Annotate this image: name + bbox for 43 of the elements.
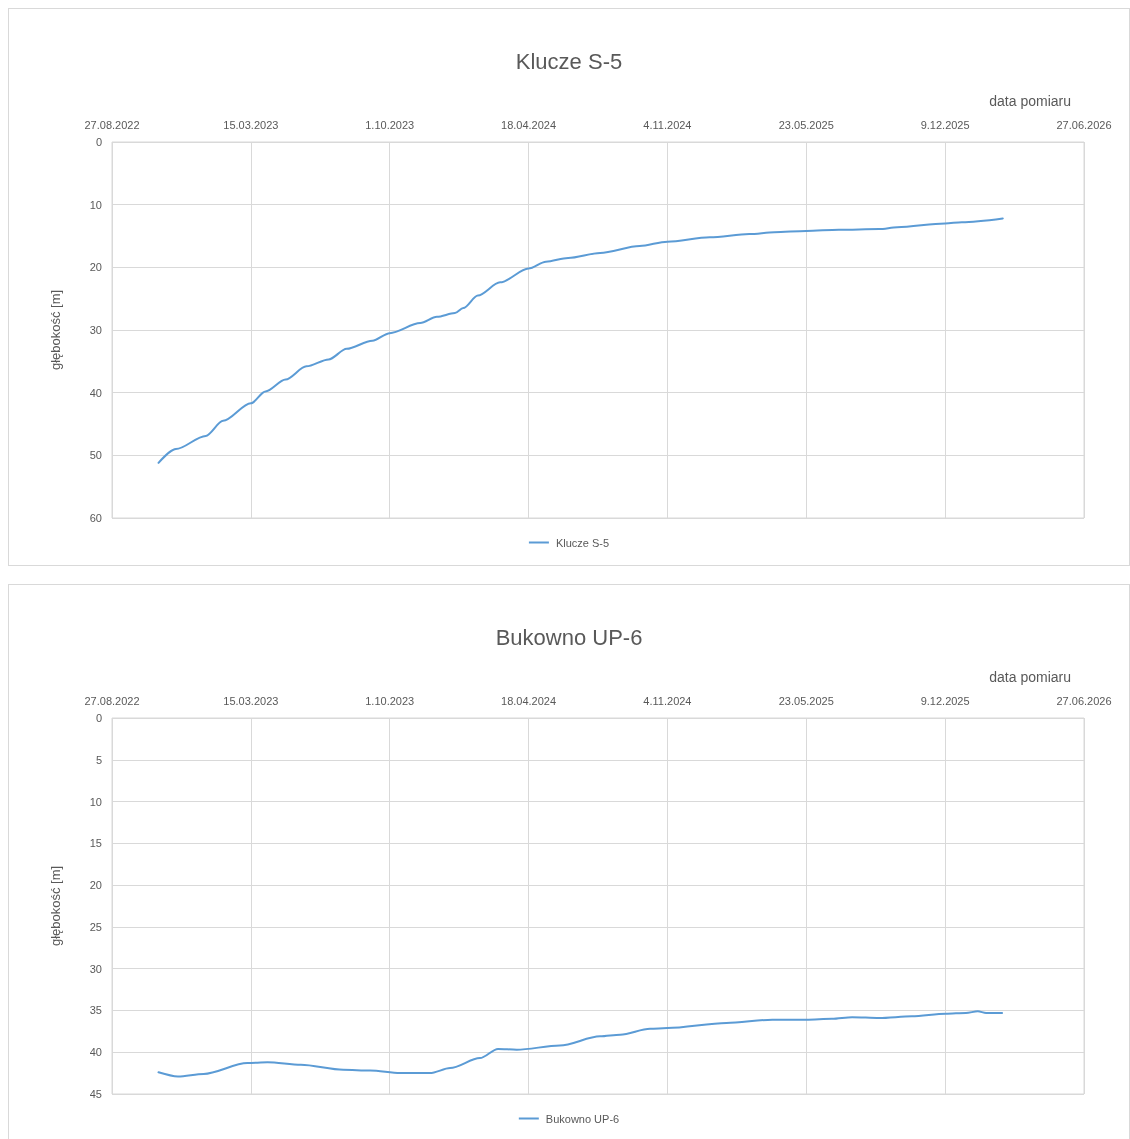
x-tick-label: 1.10.2023 (365, 118, 415, 131)
x-tick-label: 27.06.2026 (1056, 694, 1112, 707)
y-tick-label: 5 (95, 753, 102, 766)
y-tick-label: 60 (89, 512, 102, 524)
x-tick-label: 9.12.2025 (920, 118, 970, 131)
x-axis-title: data pomiaru (989, 93, 1071, 109)
x-axis-title: data pomiaru (989, 669, 1071, 685)
y-axis-title: głębokość [m] (48, 865, 63, 947)
y-tick-label: 50 (89, 449, 102, 462)
line-series (157, 217, 1004, 464)
y-tick-label: 10 (89, 795, 102, 808)
line-series (157, 1010, 1004, 1078)
x-tick-label: 27.06.2026 (1056, 118, 1112, 131)
y-tick-label: 20 (89, 261, 102, 274)
y-tick-label: 40 (89, 1046, 102, 1059)
y-tick-label: 35 (89, 1004, 102, 1017)
x-tick-label: 18.04.2024 (501, 118, 557, 131)
y-tick-label: 0 (95, 712, 102, 724)
y-tick-label: 15 (89, 837, 102, 850)
y-tick-label: 40 (89, 386, 102, 399)
y-tick-label: 0 (95, 136, 102, 148)
x-tick-label: 23.05.2025 (778, 694, 834, 707)
x-tick-label: 27.08.2022 (84, 694, 140, 707)
y-tick-label: 30 (89, 962, 102, 975)
y-tick-label: 30 (89, 324, 102, 336)
y-tick-label: 20 (89, 879, 102, 892)
y-tick-label: 10 (89, 198, 102, 211)
x-tick-label: 15.03.2023 (223, 118, 279, 131)
y-tick-label: 45 (89, 1088, 102, 1100)
chart-title: Klucze S-5 (515, 48, 623, 74)
legend-label: Bukowno UP-6 (545, 1112, 620, 1125)
legend-label: Klucze S-5 (555, 536, 610, 549)
x-tick-label: 23.05.2025 (778, 118, 834, 131)
chart-title: Bukowno UP-6 (495, 624, 643, 650)
y-axis-title: głębokość [m] (48, 289, 63, 371)
x-tick-label: 9.12.2025 (920, 694, 970, 707)
x-tick-label: 27.08.2022 (84, 118, 140, 131)
x-tick-label: 18.04.2024 (501, 694, 557, 707)
x-tick-label: 1.10.2023 (365, 694, 415, 707)
x-tick-label: 4.11.2024 (643, 118, 692, 131)
x-tick-label: 15.03.2023 (223, 694, 279, 707)
y-tick-label: 25 (89, 920, 102, 933)
x-tick-label: 4.11.2024 (643, 694, 692, 707)
